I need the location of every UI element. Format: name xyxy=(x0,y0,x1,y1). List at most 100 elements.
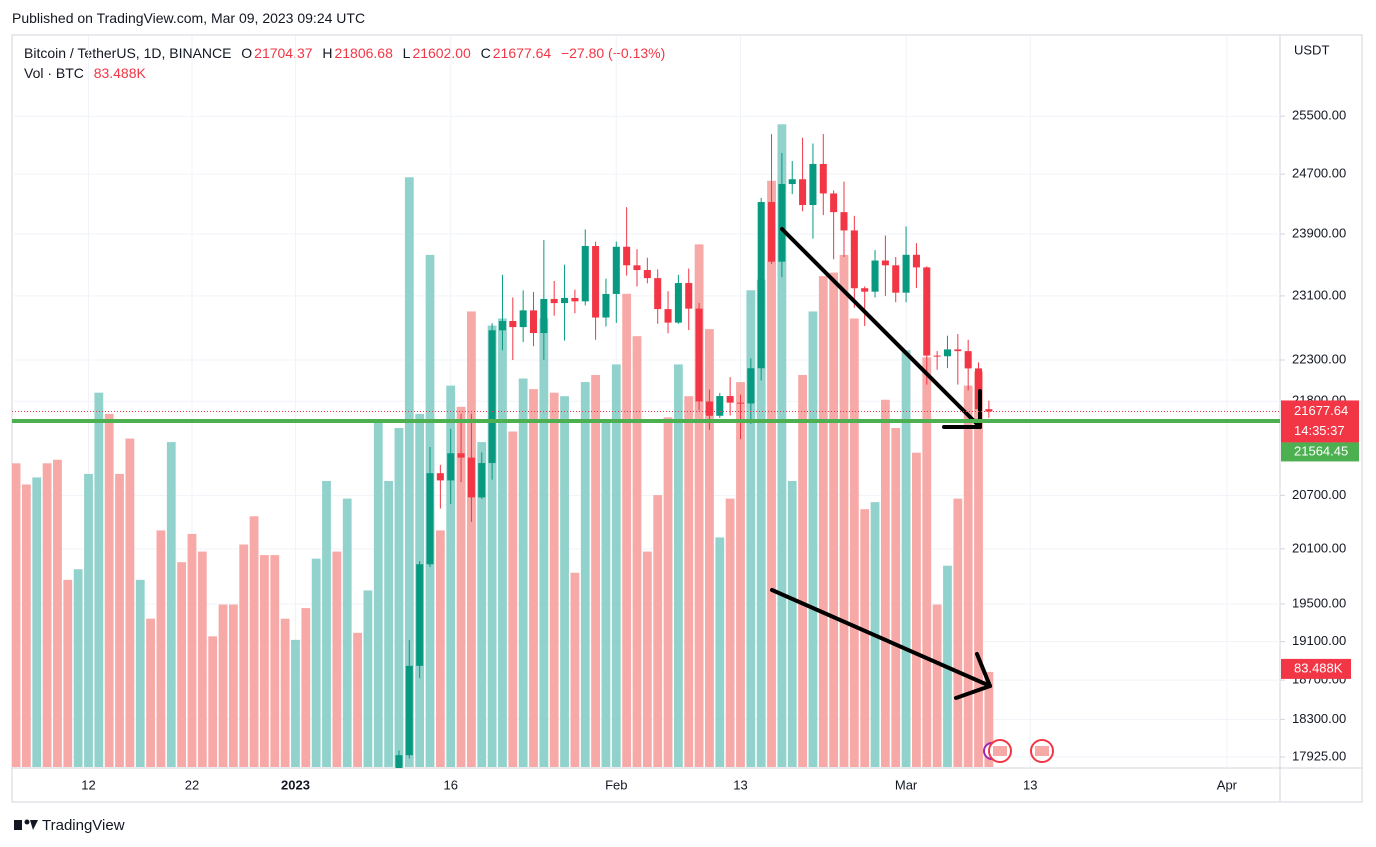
volume-bar xyxy=(94,392,104,767)
volume-bar xyxy=(239,544,249,767)
candle-body xyxy=(861,288,869,292)
volume-bar xyxy=(322,480,331,767)
volume-value-label: 83.488K xyxy=(1294,660,1343,675)
volume-bar xyxy=(332,551,342,767)
volume-bar xyxy=(363,590,373,767)
candle-body xyxy=(778,184,786,262)
candle-body xyxy=(726,396,734,403)
volume-bar xyxy=(498,318,507,767)
candle-body xyxy=(478,463,486,498)
volume-bar xyxy=(849,318,859,767)
volume-bar xyxy=(394,427,404,767)
volume-bar xyxy=(12,463,21,767)
logo xyxy=(14,819,38,830)
legend: Bitcoin / TetherUS, 1D, BINANCE O 21704.3… xyxy=(24,45,667,85)
trend-arrow xyxy=(780,227,982,429)
volume-bar xyxy=(73,569,83,767)
x-tick-label: 12 xyxy=(81,777,95,792)
ohlc-key: L xyxy=(402,45,411,61)
volume-bar xyxy=(197,551,207,767)
volume-bar xyxy=(228,604,238,767)
candle-body xyxy=(540,298,548,334)
event-icons xyxy=(983,739,1054,763)
ohlc-value: 21806.68 xyxy=(334,45,393,61)
candle-body xyxy=(654,278,662,310)
x-tick-label: Mar xyxy=(895,777,918,792)
y-tick-label: 19100.00 xyxy=(1292,633,1346,648)
candle-body xyxy=(581,245,589,302)
flag xyxy=(1035,746,1049,756)
ohlc-key: C xyxy=(480,45,491,61)
candle-body xyxy=(954,349,962,352)
volume-bar xyxy=(104,413,114,767)
volume-bar xyxy=(353,632,362,767)
candle-body xyxy=(436,473,444,481)
volume-bar xyxy=(663,417,673,767)
candle-body xyxy=(467,457,475,498)
y-tick-label: 23900.00 xyxy=(1292,225,1346,240)
y-tick-label: 20100.00 xyxy=(1292,540,1346,555)
candle-body xyxy=(871,260,879,292)
volume-bar xyxy=(208,636,218,767)
volume-bar xyxy=(291,639,300,767)
volume-bar xyxy=(166,442,176,767)
volume-bar xyxy=(549,392,559,767)
ohlc-value: 21677.64 xyxy=(492,45,552,61)
volume-bar xyxy=(694,244,704,767)
volume-bar xyxy=(901,350,911,767)
volume-bar xyxy=(218,604,228,767)
ohlc-value: 21602.00 xyxy=(412,45,471,61)
candle-body xyxy=(426,473,434,565)
volume-bar xyxy=(42,463,52,767)
candle-body xyxy=(664,309,672,323)
volume-pane xyxy=(12,124,994,768)
volume-bar xyxy=(125,438,135,767)
volume-bar xyxy=(115,473,124,767)
candle-body xyxy=(830,193,838,213)
volume-bar xyxy=(705,329,714,767)
volume-bar xyxy=(177,562,187,767)
volume-bar xyxy=(880,399,890,767)
candle-body xyxy=(498,321,506,331)
change: −27.80 (−0.13%) xyxy=(560,45,666,61)
volume-bar xyxy=(156,530,166,767)
arrow-head xyxy=(954,684,992,700)
y-tick-label: 20700.00 xyxy=(1292,487,1346,502)
volume-bar xyxy=(456,406,466,767)
y-tick-label: 23100.00 xyxy=(1292,287,1346,302)
candle-body xyxy=(571,297,579,302)
volume-bar xyxy=(798,375,807,767)
volume-bar xyxy=(746,290,756,767)
candle-body xyxy=(705,401,713,416)
axis-unit: USDT xyxy=(1294,42,1329,57)
volume-bar xyxy=(435,530,445,767)
candle-body xyxy=(405,665,413,756)
candle-body xyxy=(747,368,755,404)
symbol: Bitcoin / TetherUS, 1D, BINANCE xyxy=(24,45,232,61)
volume-bar xyxy=(539,318,549,767)
volume-bar xyxy=(829,272,839,767)
drawings xyxy=(770,227,992,700)
candle-body xyxy=(933,355,941,357)
last-price-label: 21677.64 xyxy=(1294,403,1348,418)
y-tick-label: 19500.00 xyxy=(1292,595,1346,610)
y-tick-label: 18300.00 xyxy=(1292,711,1346,726)
volume-bar xyxy=(756,279,766,767)
logo-mark xyxy=(24,819,30,825)
volume-bar xyxy=(912,452,921,767)
volume-name: Vol · BTC xyxy=(24,65,84,81)
brand: TradingView xyxy=(42,817,125,834)
countdown: 14:35:37 xyxy=(1294,423,1345,438)
x-tick-label: 22 xyxy=(185,777,199,792)
candle-body xyxy=(643,270,651,279)
arrow-head xyxy=(975,652,992,688)
volume-bar xyxy=(311,558,321,767)
symbol-row: Bitcoin / TetherUS, 1D, BINANCE O 21704.3… xyxy=(24,45,667,61)
volume-bar xyxy=(725,498,735,767)
flag xyxy=(993,746,1007,756)
volume-bar xyxy=(570,572,580,767)
candle-body xyxy=(633,265,641,271)
candle-body xyxy=(529,310,538,334)
